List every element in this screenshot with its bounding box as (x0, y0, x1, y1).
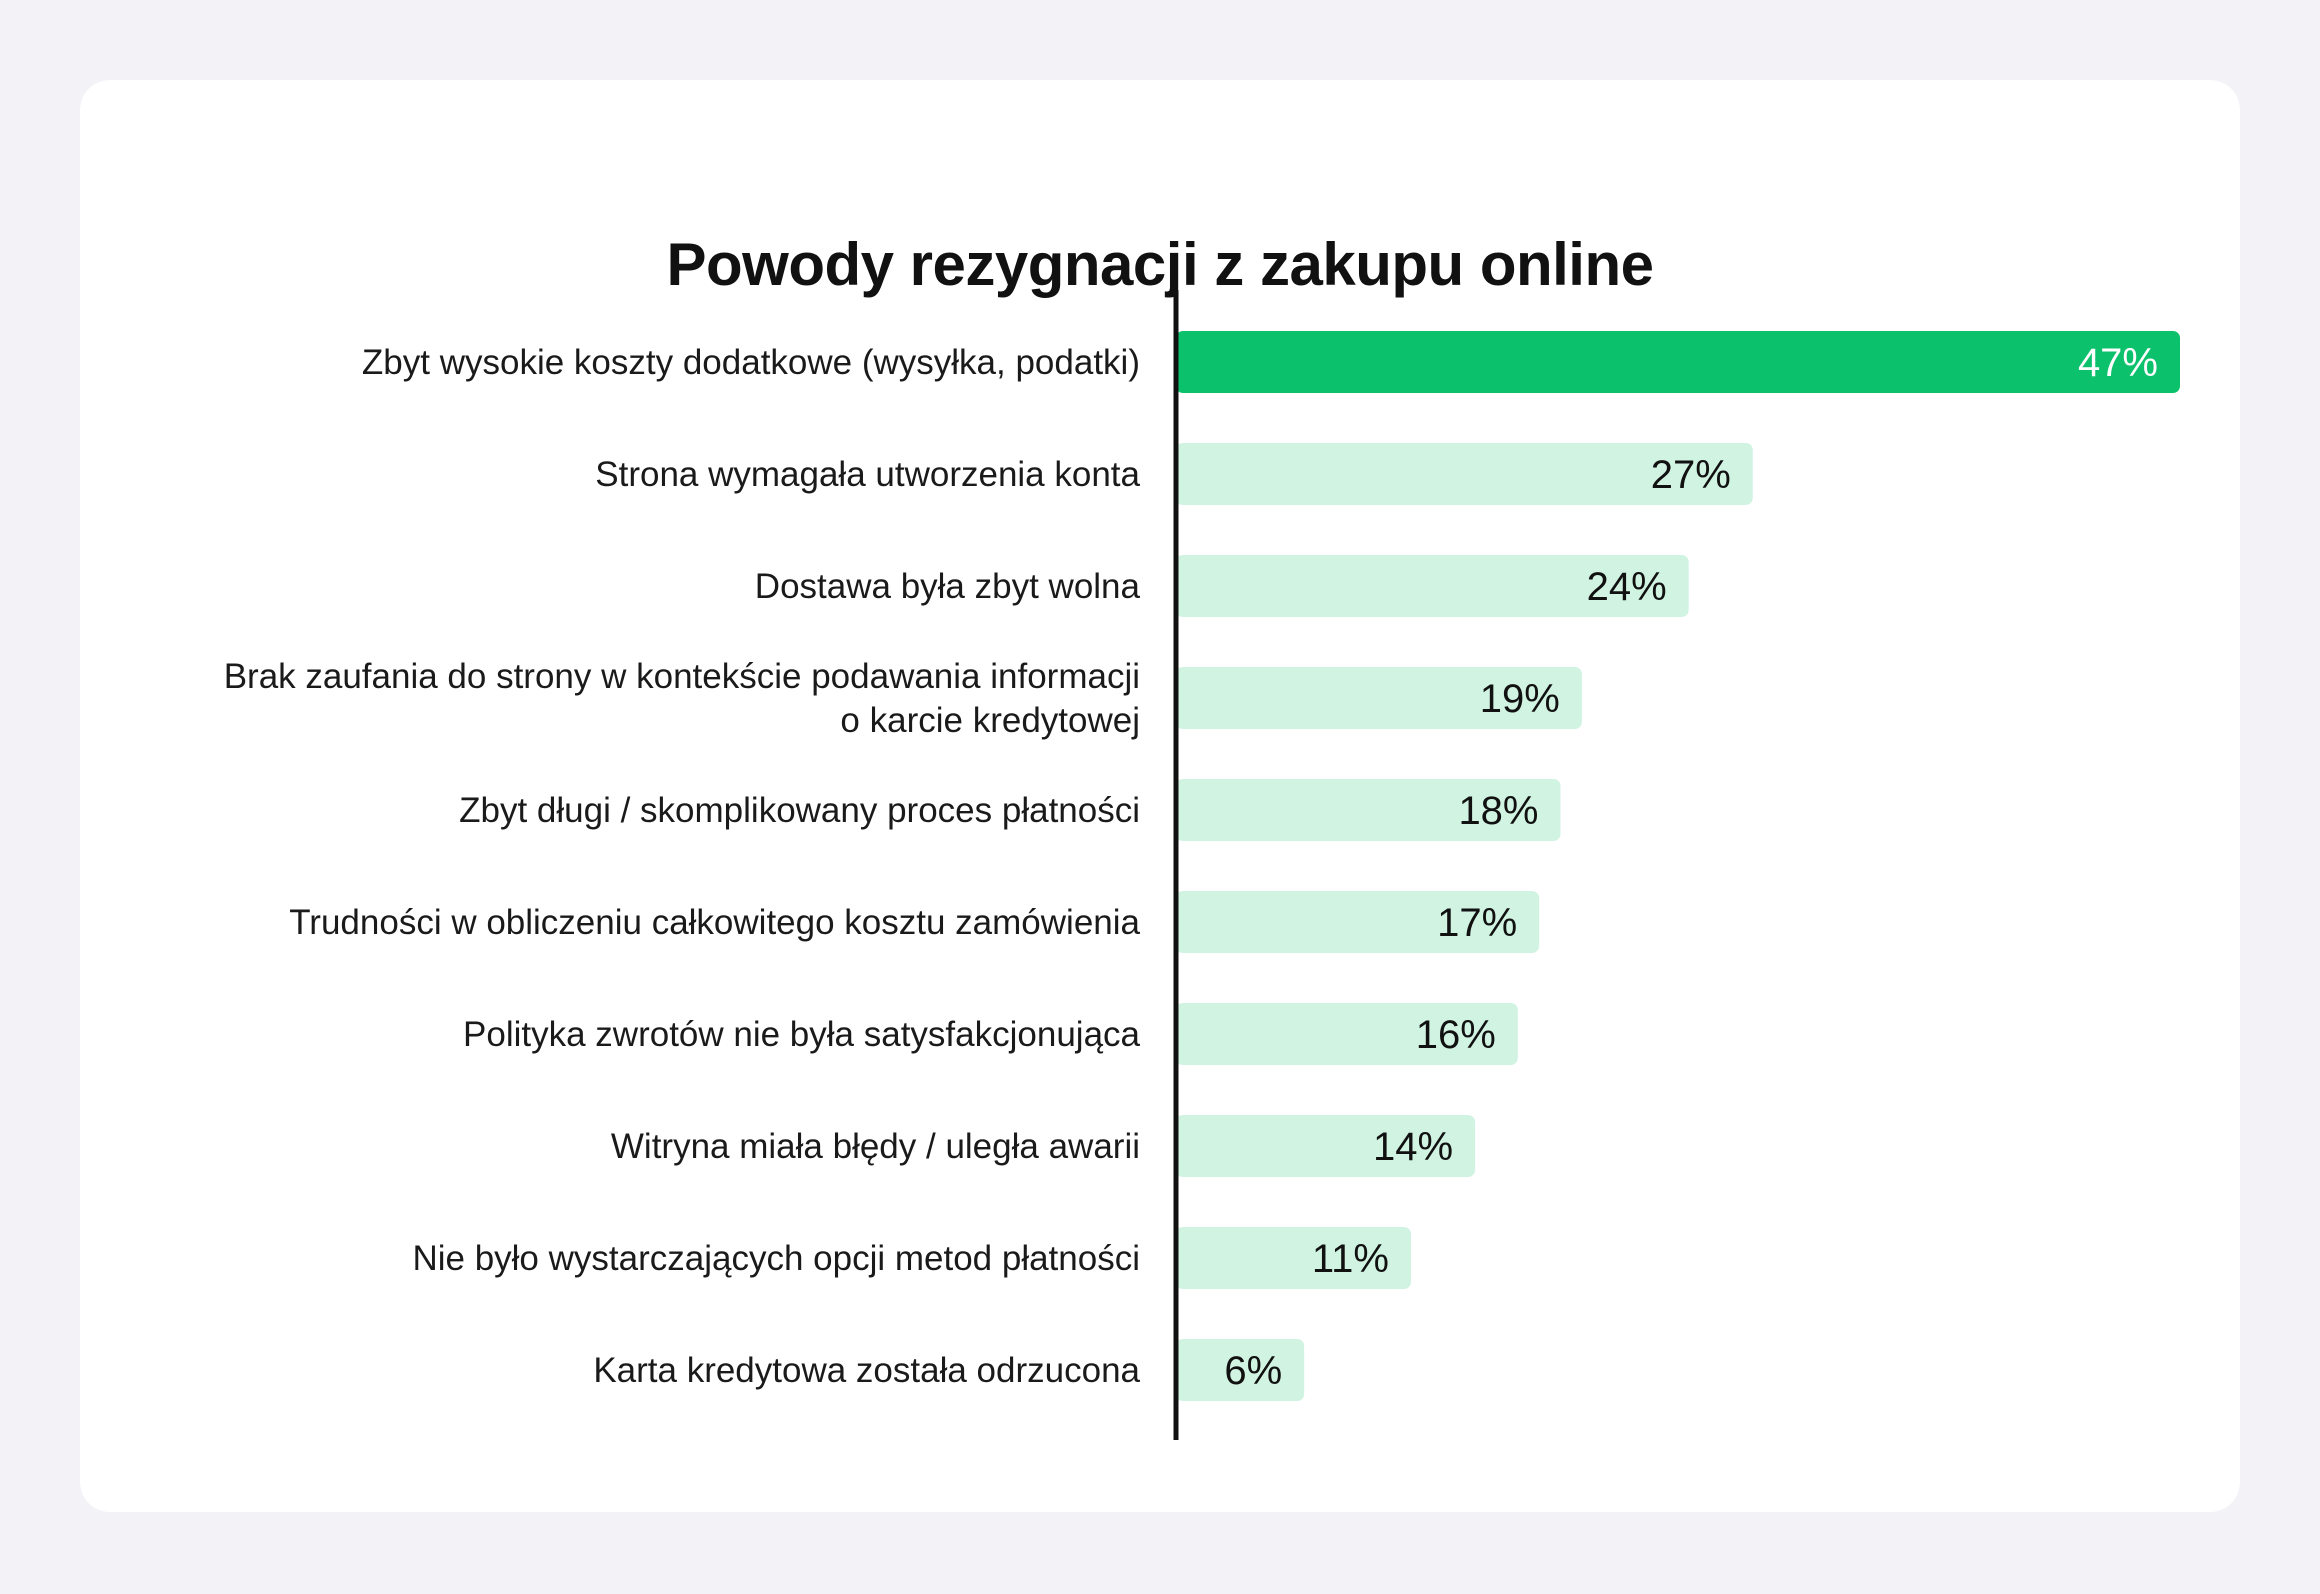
bar-2 (1176, 443, 1753, 505)
value-label-6: 17% (1437, 901, 1517, 945)
value-label-9: 11% (1312, 1237, 1389, 1281)
value-label-4: 19% (1480, 677, 1560, 721)
chart-title: Powody rezygnacji z zakupu online (666, 231, 1654, 298)
bar-10 (1176, 1339, 1305, 1401)
category-label-line: Strona wymagała utworzenia konta (595, 455, 1140, 494)
bar-4 (1176, 667, 1582, 729)
category-label-10: Karta kredytowa została odrzucona (593, 1351, 1140, 1390)
category-label-4: Brak zaufania do strony w kontekście pod… (224, 657, 1140, 740)
category-label-line: Zbyt wysokie koszty dodatkowe (wysyłka, … (362, 343, 1140, 382)
category-label-line: Dostawa była zbyt wolna (755, 567, 1141, 606)
category-label-3: Dostawa była zbyt wolna (755, 567, 1141, 606)
bar-7 (1176, 1003, 1518, 1065)
category-label-2: Strona wymagała utworzenia konta (595, 455, 1140, 494)
bar-9 (1176, 1227, 1411, 1289)
value-label-8: 14% (1373, 1125, 1453, 1169)
category-label-line: Zbyt długi / skomplikowany proces płatno… (459, 791, 1140, 830)
value-label-1: 47% (2078, 341, 2158, 385)
bar-8 (1176, 1115, 1476, 1177)
bar-6 (1176, 891, 1540, 953)
value-label-5: 18% (1458, 789, 1538, 833)
category-label-line: o karcie kredytowej (840, 701, 1140, 740)
value-label-3: 24% (1587, 565, 1667, 609)
category-label-5: Zbyt długi / skomplikowany proces płatno… (459, 791, 1140, 830)
category-label-line: Brak zaufania do strony w kontekście pod… (224, 657, 1140, 696)
bar-3 (1176, 555, 1689, 617)
category-label-8: Witryna miała błędy / uległa awarii (611, 1127, 1140, 1166)
category-label-line: Polityka zwrotów nie była satysfakcjonuj… (463, 1015, 1141, 1054)
category-label-9: Nie było wystarczających opcji metod pła… (412, 1239, 1140, 1278)
category-label-line: Nie było wystarczających opcji metod pła… (412, 1239, 1140, 1278)
bar-5 (1176, 779, 1561, 841)
category-label-line: Trudności w obliczeniu całkowitego koszt… (289, 903, 1140, 942)
value-label-10: 6% (1224, 1349, 1282, 1393)
category-label-6: Trudności w obliczeniu całkowitego koszt… (289, 903, 1140, 942)
bar-1 (1176, 331, 2180, 393)
chart-card: Powody rezygnacji z zakupu online (80, 80, 2240, 1512)
category-label-line: Karta kredytowa została odrzucona (593, 1351, 1140, 1390)
category-label-7: Polityka zwrotów nie była satysfakcjonuj… (463, 1015, 1141, 1054)
category-label-1: Zbyt wysokie koszty dodatkowe (wysyłka, … (362, 343, 1140, 382)
value-label-7: 16% (1416, 1013, 1496, 1057)
category-label-line: Witryna miała błędy / uległa awarii (611, 1127, 1140, 1166)
value-label-2: 27% (1651, 453, 1731, 497)
